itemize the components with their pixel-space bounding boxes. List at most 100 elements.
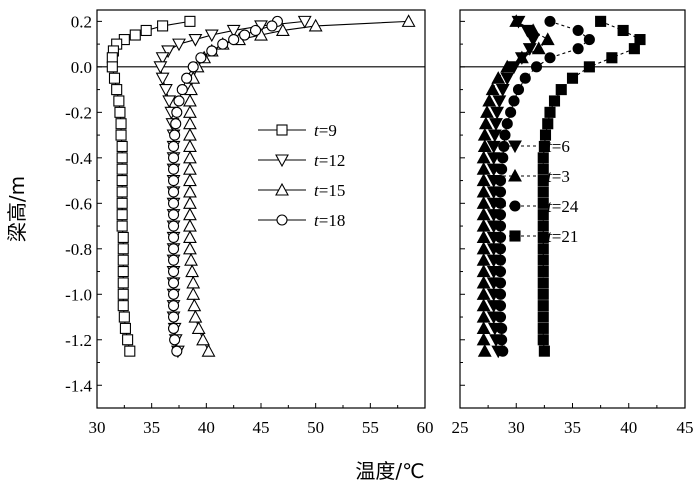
data-point xyxy=(117,277,129,289)
axes-layer: 30 35 40 45 50 55 60 0.2 0.0 -0.2 -0.4 -0.6 -0.8 -1.0… xyxy=(65,9,694,437)
data-point xyxy=(512,84,525,96)
data-point xyxy=(186,275,201,289)
data-point xyxy=(155,72,170,86)
y-tick-label: -1.4 xyxy=(65,376,92,395)
legend-label: t=6 xyxy=(547,137,570,156)
data-point xyxy=(167,277,180,289)
data-point xyxy=(540,32,555,46)
data-point xyxy=(116,175,128,187)
data-point xyxy=(171,106,183,118)
data-point xyxy=(183,173,197,187)
data-point xyxy=(183,207,197,221)
y-tick-label: 0.2 xyxy=(71,12,92,31)
data-point xyxy=(494,277,507,289)
legend-layer: t=9 t=12 t=15 t=18 t=6 t=3 t=24 t=21 xyxy=(258,121,579,246)
data-point xyxy=(196,332,210,346)
data-point xyxy=(496,334,508,346)
data-point xyxy=(508,95,520,107)
data-point xyxy=(170,118,182,130)
data-point xyxy=(505,106,517,118)
legend-marker xyxy=(276,214,288,226)
data-point xyxy=(191,321,206,334)
data-point xyxy=(201,343,216,357)
data-point xyxy=(167,209,180,221)
data-point xyxy=(494,209,507,221)
legend-label: t=12 xyxy=(314,151,345,170)
series-line-t-18 xyxy=(172,20,278,352)
data-point xyxy=(117,288,129,300)
data-point xyxy=(185,264,200,278)
data-point xyxy=(480,105,494,118)
data-point xyxy=(537,300,549,312)
x-tick-label: 45 xyxy=(253,418,270,437)
data-point xyxy=(537,322,549,334)
data-point xyxy=(183,196,197,209)
data-point xyxy=(117,300,129,312)
data-point xyxy=(595,15,607,27)
data-point xyxy=(494,231,507,243)
data-point xyxy=(228,34,240,46)
x-tick-label: 50 xyxy=(307,418,324,437)
data-point xyxy=(494,288,507,300)
legend-marker xyxy=(275,154,289,168)
data-point xyxy=(122,334,134,346)
data-point xyxy=(188,34,203,47)
x-axis-label: 温度/℃ xyxy=(355,459,424,483)
data-point xyxy=(537,277,549,289)
data-point xyxy=(116,140,128,153)
data-point xyxy=(494,254,507,266)
data-point xyxy=(583,34,595,46)
data-point xyxy=(537,197,549,209)
legend-label: t=21 xyxy=(547,227,578,246)
data-point xyxy=(217,38,229,50)
data-point xyxy=(491,71,506,84)
data-point xyxy=(116,152,128,164)
data-point xyxy=(494,300,507,312)
data-point xyxy=(183,184,197,198)
data-point xyxy=(297,15,312,29)
data-point xyxy=(140,24,152,37)
data-point xyxy=(477,343,492,357)
x-tick-label: 30 xyxy=(508,418,525,437)
data-point xyxy=(537,209,549,221)
data-point xyxy=(522,43,537,56)
data-point xyxy=(167,322,180,334)
data-point xyxy=(482,93,497,107)
data-point xyxy=(544,15,556,27)
data-point xyxy=(111,84,123,96)
data-point xyxy=(162,95,177,109)
data-point xyxy=(509,14,524,27)
data-point xyxy=(537,254,549,266)
x-tick-label: 25 xyxy=(452,418,469,437)
data-point xyxy=(477,139,492,153)
data-point xyxy=(544,52,556,64)
y-tick-label: -0.8 xyxy=(65,240,92,259)
x-tick-label: 45 xyxy=(677,418,694,437)
data-point xyxy=(490,106,505,120)
data-point xyxy=(266,20,278,32)
data-point xyxy=(117,254,129,266)
data-point xyxy=(167,175,180,187)
data-point xyxy=(167,300,180,312)
data-point xyxy=(530,61,543,73)
data-point xyxy=(249,24,262,37)
data-point xyxy=(116,209,128,221)
data-point xyxy=(118,311,130,323)
data-point xyxy=(494,265,507,278)
y-tick-label: -0.2 xyxy=(65,103,92,122)
data-point xyxy=(487,129,502,143)
data-point xyxy=(606,52,618,64)
data-point xyxy=(114,106,126,118)
data-point xyxy=(117,265,129,278)
data-point xyxy=(555,84,567,96)
x-tick-label: 30 xyxy=(89,418,106,437)
legend-label: t=9 xyxy=(314,121,337,140)
x-tick-label: 40 xyxy=(620,418,637,437)
data-point xyxy=(117,231,129,243)
data-point xyxy=(514,50,529,64)
data-point xyxy=(537,220,549,232)
data-point xyxy=(494,311,507,323)
data-point xyxy=(167,152,180,164)
data-point xyxy=(169,334,181,346)
data-point xyxy=(537,186,549,198)
